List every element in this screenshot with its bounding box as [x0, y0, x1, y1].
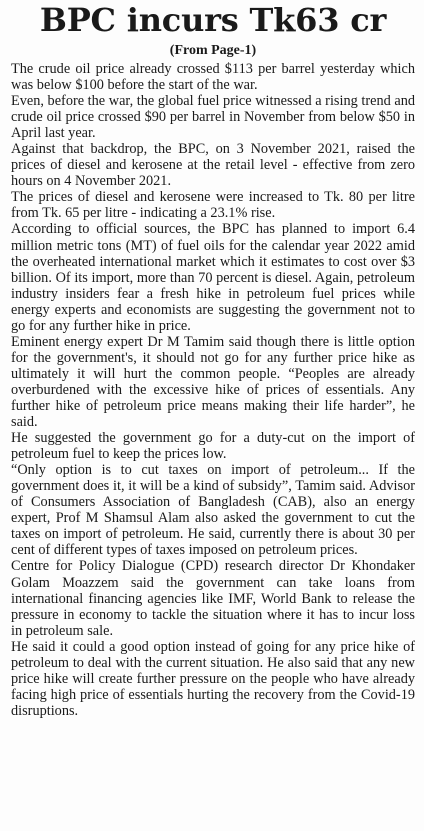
paragraph: Centre for Policy Dialogue (CPD) researc… [11, 558, 415, 639]
paragraph: Eminent energy expert Dr M Tamim said th… [11, 333, 415, 431]
article-body: The crude oil price already crossed $113… [11, 61, 415, 719]
paragraph: The prices of diesel and kerosene were i… [11, 189, 415, 222]
paragraph: He said it could a good option instead o… [11, 638, 415, 719]
paragraph: According to official sources, the BPC h… [11, 221, 415, 334]
paragraph: He suggested the government go for a dut… [11, 430, 415, 463]
headline: BPC incurs Tk63 cr [39, 1, 387, 39]
paragraph: “Only option is to cut taxes on import o… [11, 462, 415, 559]
continuation-note: (From Page-1) [169, 43, 257, 58]
paragraph: The crude oil price already crossed $113… [11, 61, 415, 94]
paragraph: Even, before the war, the global fuel pr… [11, 93, 415, 142]
paragraph: Against that backdrop, the BPC, on 3 Nov… [11, 141, 415, 190]
